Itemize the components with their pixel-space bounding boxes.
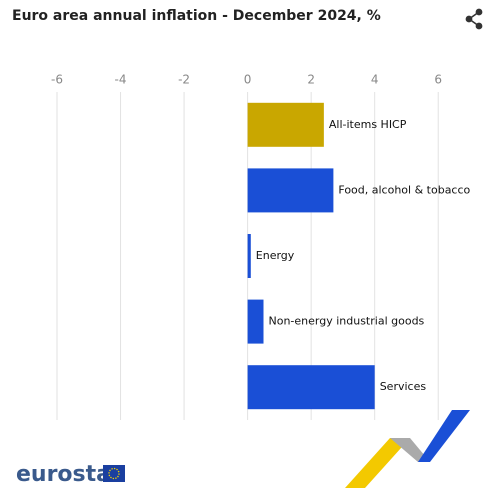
x-tick-label: 6 (434, 73, 442, 87)
category-label: Services (380, 380, 427, 393)
x-tick-label: -4 (115, 73, 127, 87)
bar (247, 299, 264, 344)
category-label: All-items HICP (329, 118, 407, 131)
category-label: Energy (256, 249, 295, 262)
bar (247, 168, 334, 213)
bar (247, 234, 251, 278)
x-tick-label: -6 (51, 73, 63, 87)
bar (247, 102, 324, 147)
category-label: Food, alcohol & tobacco (338, 183, 470, 196)
x-tick-label: 4 (371, 73, 379, 87)
bar (247, 365, 375, 410)
x-tick-label: 0 (244, 73, 252, 87)
x-tick-label: -2 (178, 73, 190, 87)
decoration (345, 410, 470, 488)
share-icon[interactable] (465, 8, 483, 30)
category-label: Non-energy industrial goods (269, 315, 425, 328)
eu-flag (103, 465, 125, 482)
x-tick-label: 2 (307, 73, 315, 87)
chart-title: Euro area annual inflation - December 20… (12, 8, 381, 24)
